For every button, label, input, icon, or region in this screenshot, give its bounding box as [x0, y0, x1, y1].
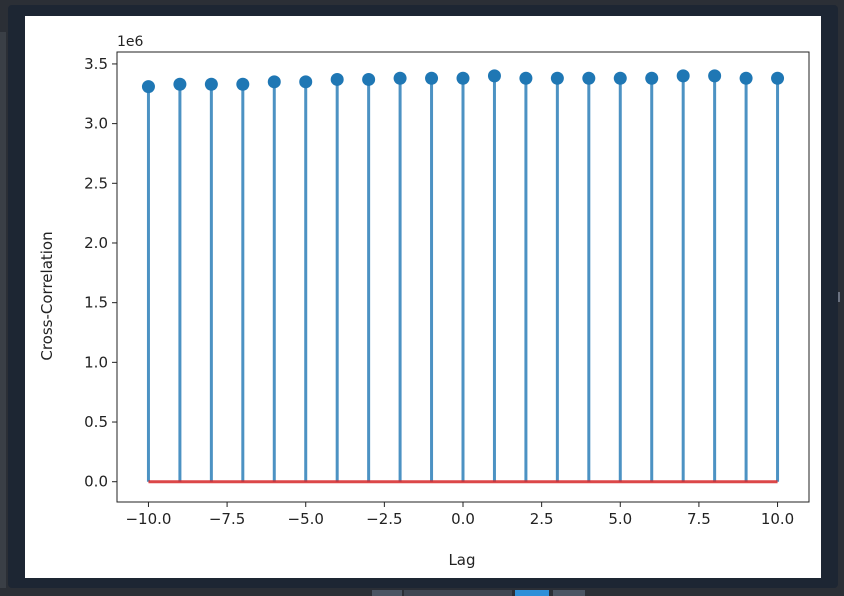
stem-marker [236, 77, 250, 91]
y-tick-label: 2.5 [84, 174, 108, 192]
x-axis-label: Lag [448, 551, 475, 569]
x-tick-label: 0.0 [451, 510, 475, 528]
x-tick-label: 10.0 [761, 510, 794, 528]
x-tick-label: 7.5 [687, 510, 711, 528]
stem-chart: 0.0 0.5 1.0 1.5 2.0 2.5 3.0 3.5 −10.0 −7.5 −5.0 −2.… [38, 34, 810, 569]
stem-marker [676, 69, 690, 83]
taskbar-item-active[interactable] [515, 590, 549, 596]
stem-marker [362, 72, 376, 86]
x-tick-label: −10.0 [125, 510, 171, 528]
stem-marker [141, 80, 155, 94]
stem-marker [708, 69, 722, 83]
stem-marker [425, 71, 439, 85]
y-axis-label: Cross-Correlation [38, 231, 56, 360]
x-tick-label: 5.0 [608, 510, 632, 528]
x-tick-label: −7.5 [209, 510, 245, 528]
y-tick-label: 1.5 [84, 294, 108, 312]
x-tick-label: −5.0 [288, 510, 324, 528]
figure-canvas: 0.0 0.5 1.0 1.5 2.0 2.5 3.0 3.5 −10.0 −7.5 −5.0 −2.… [25, 16, 821, 578]
taskbar-item[interactable] [553, 590, 585, 596]
x-tick-label: −2.5 [366, 510, 402, 528]
y-tick-label: 0.5 [84, 413, 108, 431]
y-tick-label: 1.0 [84, 353, 108, 371]
stem-marker [330, 72, 344, 86]
stem-marker [299, 75, 313, 89]
stem-marker [582, 71, 596, 85]
stem-marker [204, 77, 218, 91]
stem-marker [645, 71, 659, 85]
stem-marker [519, 71, 533, 85]
stem-marker [393, 71, 407, 85]
stem-marker [550, 71, 564, 85]
window-edge-left [0, 32, 6, 588]
y-tick-label: 3.5 [84, 55, 108, 73]
stem-marker [267, 75, 281, 89]
stem-marker [613, 71, 627, 85]
y-tick-label: 0.0 [84, 473, 108, 491]
stem-marker [456, 71, 470, 85]
taskbar-item[interactable] [372, 590, 402, 596]
x-tick-label: 2.5 [530, 510, 554, 528]
window-edge-marker [838, 292, 840, 302]
y-tick-label: 2.0 [84, 234, 108, 252]
stem-marker [771, 71, 785, 85]
taskbar-item[interactable] [404, 590, 512, 596]
stem-marker [739, 71, 753, 85]
stem-marker [487, 69, 501, 83]
plot-window: 0.0 0.5 1.0 1.5 2.0 2.5 3.0 3.5 −10.0 −7.5 −5.0 −2.… [8, 5, 838, 588]
stem-marker [173, 77, 187, 91]
y-tick-label: 3.0 [84, 115, 108, 133]
y-offset-label: 1e6 [117, 34, 144, 50]
